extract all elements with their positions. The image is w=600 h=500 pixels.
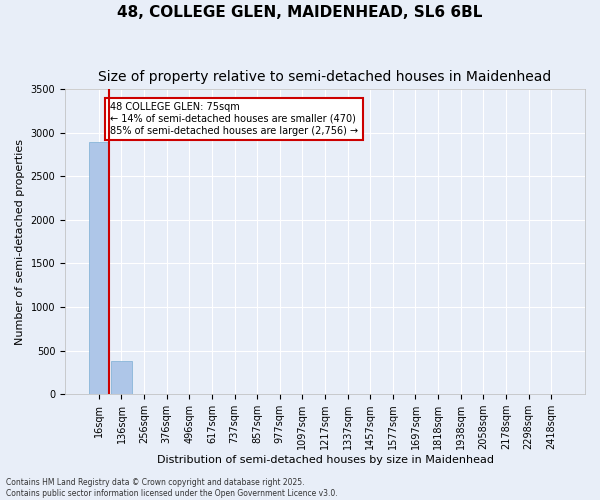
Bar [89, 142, 109, 394]
Bar [111, 362, 131, 394]
Y-axis label: Number of semi-detached properties: Number of semi-detached properties [15, 138, 25, 344]
X-axis label: Distribution of semi-detached houses by size in Maidenhead: Distribution of semi-detached houses by … [157, 455, 494, 465]
Title: Size of property relative to semi-detached houses in Maidenhead: Size of property relative to semi-detach… [98, 70, 551, 84]
Text: 48, COLLEGE GLEN, MAIDENHEAD, SL6 6BL: 48, COLLEGE GLEN, MAIDENHEAD, SL6 6BL [118, 5, 482, 20]
Text: Contains HM Land Registry data © Crown copyright and database right 2025.
Contai: Contains HM Land Registry data © Crown c… [6, 478, 338, 498]
Text: 48 COLLEGE GLEN: 75sqm
← 14% of semi-detached houses are smaller (470)
85% of se: 48 COLLEGE GLEN: 75sqm ← 14% of semi-det… [110, 102, 358, 136]
